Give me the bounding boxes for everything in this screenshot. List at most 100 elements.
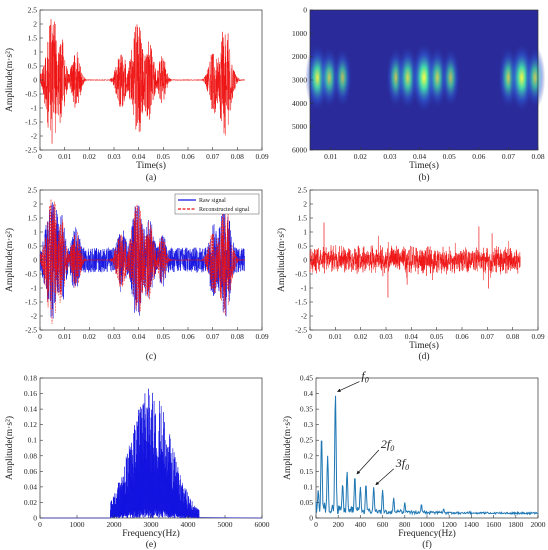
panel-e-xtick-label: 4000	[181, 520, 196, 529]
panel-e-ylabel: Amplitude(m·s²)	[4, 416, 15, 480]
panel-b-xtick-label: 0.02	[354, 152, 367, 161]
panel-d-xtick-label: 0.04	[405, 332, 418, 341]
panel-c-ytick-label: 1.5	[28, 214, 38, 223]
panel-d-ylabel: Amplitude(m·s²)	[276, 228, 287, 292]
panel-e-xtick-label: 3000	[144, 520, 159, 529]
panel-a-xlabel: Time(s)	[136, 160, 166, 171]
panel-a-xtick-label: 0.06	[181, 152, 194, 161]
panel-a-caption: (a)	[146, 172, 157, 183]
panel-b-ytick-label: 6000	[292, 146, 307, 155]
panel-b-ytick-label: 4000	[292, 99, 307, 108]
panel-e-marks	[40, 388, 263, 519]
annotation-arrow	[337, 381, 360, 392]
panel-a-ytick-label: 2	[33, 20, 37, 29]
panel-d-ytick-label: -1.5	[295, 298, 307, 307]
panel-c-ytick-label: -2	[31, 312, 37, 321]
panel-f-marks	[315, 395, 539, 516]
panel-b-ytick-label: 2000	[292, 52, 307, 61]
panel-f-xtick-label: 400	[355, 520, 367, 529]
panel-b-caption: (b)	[418, 172, 429, 183]
panel-e-ytick-label: 0.12	[24, 420, 37, 429]
panel-c-ytick-label: 2.5	[28, 186, 38, 195]
panel-d: 0 0.01 0.02 0.03 0.04 0.05 0.06 0.07 0.08 0.09 2.5…	[276, 186, 545, 363]
panel-c-xtick-label: 0.04	[132, 332, 145, 341]
panel-f-xtick-label: 800	[399, 520, 411, 529]
panel-a-ytick-label: -2.5	[25, 146, 37, 155]
panel-a-ytick-label: -2	[31, 132, 37, 141]
panel-c-ytick-label: -1.5	[25, 298, 37, 307]
panel-d-ytick-label: -2.5	[295, 326, 307, 335]
spectrogram-blob	[332, 47, 353, 109]
panel-e-ticks: 0 1000 2000 3000 4000 5000 6000 0.18 0.16 0.14 0.1…	[24, 374, 270, 530]
panel-c-ytick-label: 0	[33, 256, 37, 265]
legend-box	[174, 193, 260, 215]
panel-f-ytick-label: 0.45	[300, 374, 313, 383]
annotation-subscript: 0	[365, 376, 369, 385]
panel-b-xtick-label: 0.05	[443, 152, 456, 161]
panel-c-xtick-label: 0.01	[58, 332, 71, 341]
panel-d-ytick-label: 1	[303, 228, 307, 237]
panel-a-xtick-label: 0.03	[107, 152, 120, 161]
panel-b: 0.01 0.02 0.03 0.04 0.05 0.06 0.07 0.08 0 1000 200…	[292, 6, 546, 183]
annotation-label: 2f0	[381, 437, 394, 453]
panel-f-frame	[315, 377, 539, 519]
annotation-label: 3f0	[395, 456, 409, 472]
annotation-arrow	[375, 468, 394, 486]
panel-e-ytick-label: 0.14	[24, 405, 37, 414]
panel-d-xtick-label: 0.01	[329, 332, 342, 341]
panel-f-xtick-label: 600	[377, 520, 389, 529]
panel-f-ylabel: Amplitude(m·s²)	[282, 416, 293, 480]
panel-f-ytick-label: 0.2	[304, 451, 314, 460]
panel-f-ytick-label: 0.25	[300, 436, 313, 445]
panel-c-ytick-label: -1	[31, 284, 37, 293]
panel-e-ytick-label: 0.06	[24, 467, 37, 476]
panel-d-ytick-label: -0.5	[295, 270, 307, 279]
panel-d-xtick-label: 0.09	[531, 332, 544, 341]
panel-d-marks	[309, 222, 521, 298]
panel-e-caption: (e)	[146, 539, 157, 550]
panel-c-ytick-label: -2.5	[25, 326, 37, 335]
panel-a-ytick-label: 0	[33, 76, 37, 85]
panel-a-xtick-label: 0.08	[231, 152, 244, 161]
panel-d-ticks: 0 0.01 0.02 0.03 0.04 0.05 0.06 0.07 0.08 0.09 2.5…	[295, 186, 545, 342]
annotation-symbol: f	[361, 369, 366, 383]
panel-f-xtick-label: 1800	[508, 520, 523, 529]
panel-e-ytick-label: 0.02	[24, 498, 37, 507]
panel-f-ytick-label: 0.05	[300, 498, 313, 507]
panel-a-ytick-label: 1	[33, 48, 37, 57]
panel-a-series-line	[39, 19, 245, 144]
panel-b-xtick-label: 0.06	[472, 152, 485, 161]
panel-e-xtick-label: 6000	[255, 520, 270, 529]
panel-a-ticks: 0 0.01 0.02 0.03 0.04 0.05 0.06 0.07 0.08 0.09 2.5…	[25, 6, 269, 162]
panel-c-ylabel: Amplitude(m·s²)	[4, 228, 15, 292]
panel-f-xtick-label: 0	[314, 520, 318, 529]
panel-b-blobs	[305, 41, 546, 114]
spectrogram-blob	[524, 46, 546, 110]
panel-a-ytick-label: 2.5	[28, 6, 38, 15]
panel-f-xtick-label: 1400	[464, 520, 479, 529]
panel-b-ytick-label: 5000	[292, 122, 307, 131]
panel-d-xlabel: Time(s)	[409, 340, 439, 351]
panel-e-ytick-label: 0.04	[24, 482, 37, 491]
panel-a-ytick-label: 1.5	[28, 34, 38, 43]
panel-c-xtick-label: 0.08	[231, 332, 244, 341]
annotation-symbol: 3f	[395, 456, 407, 470]
panel-b-xtick-label: 0.03	[383, 152, 396, 161]
panel-d-caption: (d)	[418, 351, 429, 362]
panel-d-xtick-label: 0.08	[506, 332, 519, 341]
panel-c-legend: Raw signal Reconstructed signal	[174, 193, 260, 215]
panel-f-xtick-label: 200	[333, 520, 345, 529]
panel-e-xtick-label: 5000	[218, 520, 233, 529]
panel-a-xtick-label: 0	[38, 152, 42, 161]
panel-a-xtick-label: 0.07	[206, 152, 219, 161]
panel-d-ytick-label: 2.5	[298, 186, 308, 195]
panel-c-xtick-label: 0.05	[157, 332, 170, 341]
panel-c-ytick-label: 0.5	[28, 242, 38, 251]
panel-b-xtick-label: 0.04	[413, 152, 426, 161]
panel-e-xtick-label: 0	[38, 520, 42, 529]
panel-d-xtick-label: 0.07	[481, 332, 494, 341]
legend-label-raw: Raw signal	[199, 198, 226, 204]
annotation-label: f0	[361, 369, 368, 385]
panel-b-ytick-label: 0	[303, 6, 307, 15]
